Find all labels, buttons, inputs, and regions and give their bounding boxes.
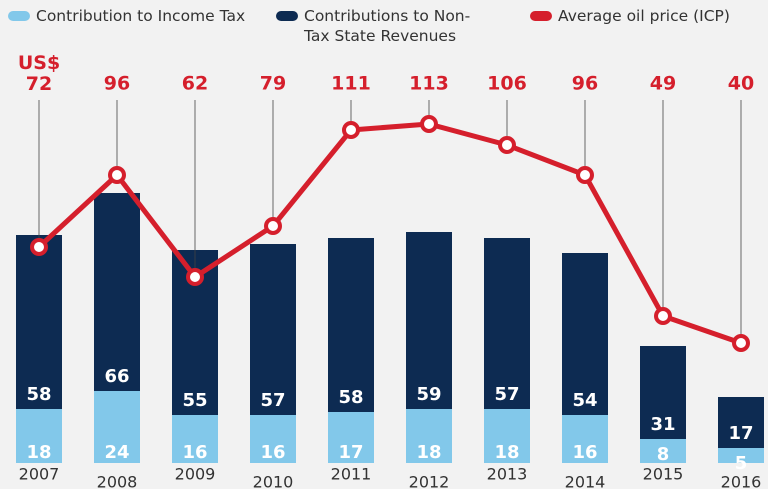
legend-item: Contribution to Income Tax [8, 6, 268, 26]
oil-price-label: 40 [728, 73, 754, 95]
x-tick-label: 2015 [643, 465, 684, 484]
bar-value-label: 59 [416, 384, 441, 405]
legend-swatch [276, 11, 298, 21]
oil-price-point [654, 307, 672, 325]
legend-swatch [8, 11, 30, 21]
oil-price-label: 113 [409, 73, 449, 95]
bar-segment [718, 448, 764, 463]
bar-value-label: 16 [260, 442, 285, 463]
bar-value-label: 54 [572, 390, 597, 411]
legend-swatch [530, 11, 552, 21]
oil-price-point [498, 136, 516, 154]
oil-price-point [732, 334, 750, 352]
oil-price-label: 49 [650, 73, 676, 95]
bar-value-label: 18 [416, 442, 441, 463]
bar-value-label: 58 [26, 384, 51, 405]
bar-value-label: 57 [494, 384, 519, 405]
bar-value-label: 17 [728, 423, 753, 444]
legend-label: Average oil price (ICP) [558, 7, 730, 25]
oil-price-point [264, 217, 282, 235]
oil-price-point [30, 238, 48, 256]
x-tick-label: 2016 [721, 473, 762, 489]
oil-price-label: 106 [487, 73, 527, 95]
x-tick-label: 2009 [175, 465, 216, 484]
bar-value-label: 5 [735, 453, 748, 474]
x-tick-label: 2008 [97, 473, 138, 489]
bar-value-label: 8 [657, 444, 670, 465]
bar-segment [484, 238, 530, 409]
legend-label: Contribution to Income Tax [36, 7, 246, 25]
bar-segment [250, 415, 296, 463]
oil-price-line [37, 121, 742, 346]
bar-value-label: 16 [572, 442, 597, 463]
x-tick-label: 2014 [565, 473, 606, 489]
bar-segment [406, 232, 452, 409]
x-tick-label: 2010 [253, 473, 294, 489]
bar-segment [562, 253, 608, 415]
bar-value-label: 57 [260, 390, 285, 411]
oil-price-point [186, 268, 204, 286]
bar-segment [94, 391, 140, 463]
bar-segment [172, 415, 218, 463]
oil-price-label: 79 [260, 73, 286, 95]
bar-segment [718, 397, 764, 448]
bar-value-label: 18 [26, 442, 51, 463]
bar-value-label: 58 [338, 387, 363, 408]
oil-price-label: US$ 72 [18, 52, 60, 95]
bar-value-label: 16 [182, 442, 207, 463]
oil-price-label: 111 [331, 73, 371, 95]
oil-price-point [342, 121, 360, 139]
legend-item: Contributions to Non-Tax State Revenues [276, 6, 486, 46]
bar-segment [328, 412, 374, 463]
bar-value-label: 17 [338, 442, 363, 463]
legend-item: Average oil price (ICP) [530, 6, 768, 26]
bar-segment [16, 409, 62, 463]
x-tick-label: 2013 [487, 465, 528, 484]
bar-segment [94, 193, 140, 391]
bar-value-label: 55 [182, 390, 207, 411]
bar-segment [640, 346, 686, 439]
bar-segment [484, 409, 530, 463]
oil-price-point [576, 166, 594, 184]
bar-value-label: 31 [650, 414, 675, 435]
bar-segment [16, 235, 62, 409]
oil-price-label: 96 [572, 73, 598, 95]
bar-value-label: 66 [104, 366, 129, 387]
oil-price-point [420, 115, 438, 133]
oil-price-label: 62 [182, 73, 208, 95]
bar-segment [640, 439, 686, 463]
bar-segment [328, 238, 374, 412]
bar-segment [406, 409, 452, 463]
oil-price-label: 96 [104, 73, 130, 95]
oil-price-point [108, 166, 126, 184]
bar-segment [562, 415, 608, 463]
legend-label: Contributions to Non-Tax State Revenues [304, 7, 471, 45]
bar-value-label: 24 [104, 442, 129, 463]
x-tick-label: 2011 [331, 465, 372, 484]
x-tick-label: 2012 [409, 473, 450, 489]
x-tick-label: 2007 [19, 465, 60, 484]
bar-segment [250, 244, 296, 415]
bar-value-label: 18 [494, 442, 519, 463]
legend: Contribution to Income Tax Contributions … [8, 6, 768, 52]
